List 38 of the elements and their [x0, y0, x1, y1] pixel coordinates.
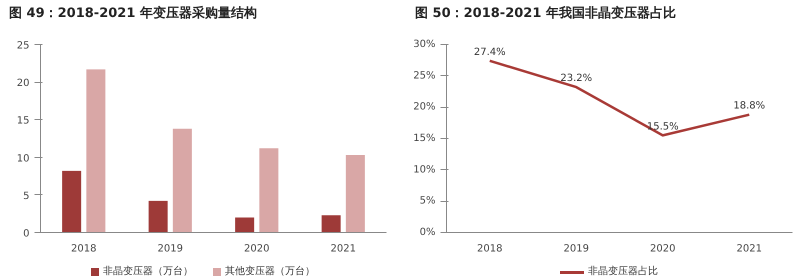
y-tick-label: 15	[16, 116, 30, 127]
bar	[346, 155, 365, 232]
bar	[235, 217, 254, 232]
y-tick-label: 15%	[413, 133, 436, 144]
y-tick-label: 20%	[413, 102, 436, 113]
bar	[62, 170, 82, 232]
legend-label: 其他变压器（万台）	[225, 266, 315, 278]
x-tick-label: 2020	[650, 244, 676, 254]
x-tick-label: 2021	[736, 244, 762, 254]
y-tick-label: 5%	[420, 196, 436, 207]
x-tick-label: 2018	[477, 244, 502, 254]
data-label: 18.8%	[733, 100, 766, 112]
y-tick-label: 30%	[413, 39, 436, 50]
data-label: 15.5%	[646, 121, 679, 132]
bar	[172, 128, 192, 232]
x-tick-label: 2019	[158, 244, 183, 254]
legend-label: 非晶变压器占比	[588, 266, 658, 278]
bar	[148, 200, 168, 232]
bar	[86, 69, 106, 232]
chart-title: 图 50：2018-2021 年我国非晶变压器占比	[414, 5, 676, 23]
x-tick-label: 2021	[330, 244, 356, 254]
data-label: 27.4%	[474, 46, 506, 58]
data-label: 23.2%	[560, 73, 592, 84]
y-tick-label: 0	[23, 228, 30, 240]
y-tick-label: 10	[16, 153, 30, 164]
bar	[259, 148, 278, 232]
y-tick-label: 0%	[420, 227, 436, 238]
legend-label: 非晶变压器（万台）	[103, 266, 193, 278]
bar	[322, 215, 341, 232]
chart-title: 图 49：2018-2021 年变压器采购量结构	[8, 5, 257, 23]
x-tick-label: 2019	[564, 244, 589, 254]
y-tick-label: 5	[23, 190, 30, 202]
y-tick-label: 25	[16, 40, 30, 52]
y-tick-label: 10%	[413, 164, 436, 176]
y-tick-label: 20	[16, 78, 30, 90]
y-tick-label: 25%	[413, 70, 436, 82]
x-tick-label: 2020	[244, 244, 270, 254]
x-tick-label: 2018	[71, 244, 96, 254]
